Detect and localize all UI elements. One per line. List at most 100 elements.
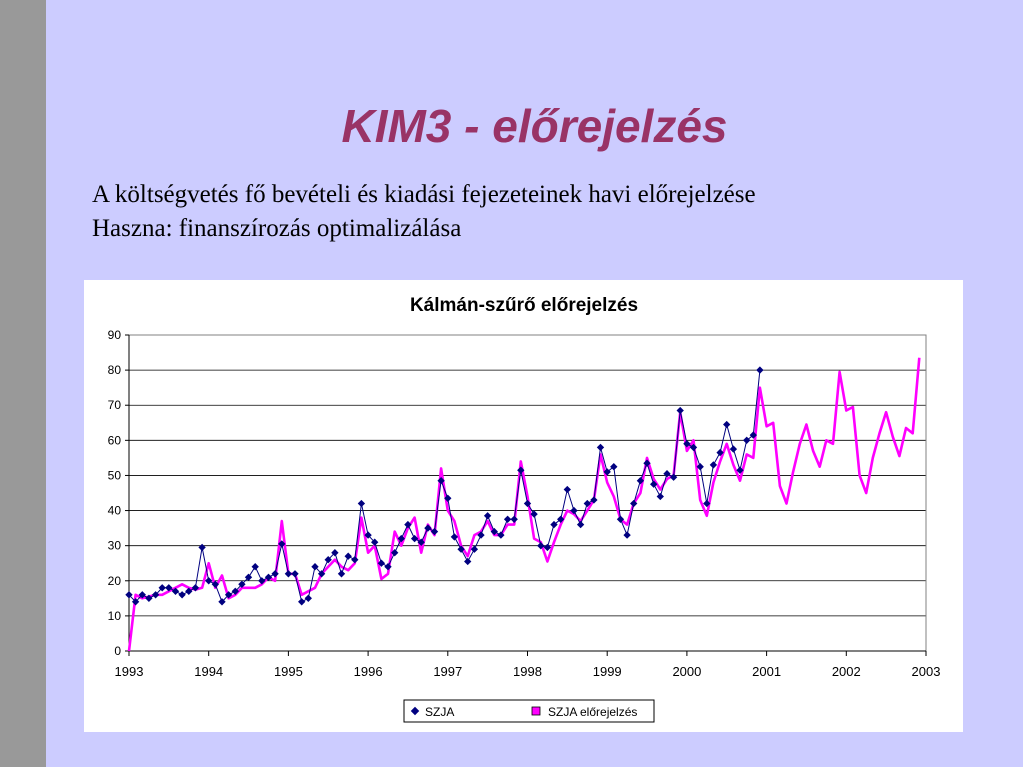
szja-point (191, 584, 200, 592)
szja-point (251, 563, 259, 571)
szja-point (404, 520, 412, 529)
szja-point (723, 420, 731, 429)
chart-container: Kálmán-szűrő előrejelzés 0 10 20 30 40 50 60 70… (84, 280, 963, 732)
szja-point (563, 485, 571, 494)
szja-point (623, 531, 631, 539)
x-tick-label: 1995 (274, 664, 303, 679)
szja-point (457, 545, 465, 553)
szja-point (238, 580, 246, 588)
szja-point (391, 549, 399, 557)
left-sidebar-bar (0, 0, 46, 767)
szja-point (364, 531, 372, 539)
y-tick-label: 80 (108, 363, 122, 377)
szja-point (477, 531, 485, 539)
szja-point (490, 527, 498, 536)
body-text-line-1: A költségvetés fő bevételi és kiadási fe… (92, 181, 756, 208)
x-tick-label: 1994 (194, 664, 223, 679)
x-tick-label: 2002 (832, 664, 861, 679)
szja-point (377, 559, 386, 567)
szja-point (749, 431, 757, 439)
szja-point (138, 591, 146, 599)
y-tick-label: 20 (108, 574, 122, 588)
y-tick-label: 60 (108, 433, 122, 447)
x-tick-label: 1993 (115, 664, 144, 679)
szja-point (298, 598, 306, 606)
szja-point (630, 499, 638, 508)
szja-point (676, 406, 684, 415)
legend-szja-marker (410, 706, 420, 716)
szja-point (384, 563, 392, 571)
szja-point (198, 543, 206, 552)
x-tick-label: 2000 (672, 664, 701, 679)
x-tick-label: 2001 (752, 664, 781, 679)
szja-point (716, 448, 724, 457)
legend-forecast-label: SZJA előrejelzés (548, 705, 637, 719)
szja-point (158, 584, 166, 592)
szja-point (271, 570, 279, 578)
x-tick-label: 1998 (513, 664, 542, 679)
chart-title: Kálmán-szűrő előrejelzés (410, 295, 638, 316)
x-tick-label: 2003 (912, 664, 941, 679)
szja-point (304, 594, 312, 602)
szja-point (530, 510, 538, 518)
szja-point (583, 499, 591, 508)
y-tick-label: 10 (108, 609, 122, 623)
legend-box (403, 699, 655, 723)
szja-point (543, 543, 552, 552)
szja-point (603, 468, 611, 476)
szja-point (357, 499, 366, 508)
szja-point (616, 515, 625, 523)
x-tick-label: 1997 (433, 664, 462, 679)
szja-point (483, 512, 492, 520)
szja-point (178, 591, 186, 599)
szja-point (590, 496, 598, 504)
szja-point (689, 443, 698, 452)
legend-szja-label: SZJA (425, 705, 454, 719)
szja-point (669, 473, 678, 481)
szja-point (464, 557, 472, 566)
x-tick-label: 1996 (354, 664, 383, 679)
szja-point (656, 492, 664, 501)
szja-point (596, 443, 605, 452)
kalman-chart: Kálmán-szűrő előrejelzés 0 10 20 30 40 50 60 70… (108, 295, 941, 723)
szja-point (337, 570, 346, 578)
szja-point (311, 563, 319, 571)
szja-point (284, 570, 293, 578)
szja-point (344, 552, 352, 560)
szja-point (125, 591, 133, 599)
szja-point (503, 515, 512, 523)
slide-title: KIM3 - előrejelzés (341, 100, 728, 152)
y-tick-label: 30 (108, 539, 122, 553)
szja-point (510, 515, 518, 523)
y-tick-label: 70 (108, 398, 122, 412)
x-tick-label: 1999 (593, 664, 622, 679)
szja-point (291, 570, 299, 578)
szja-point (636, 477, 645, 485)
szja-point (397, 534, 405, 543)
szja-point (430, 527, 439, 536)
szja-point (450, 533, 459, 541)
szja-point (650, 480, 658, 488)
y-tick-label: 40 (108, 504, 122, 518)
szja-point (424, 524, 432, 532)
szja-point (417, 538, 425, 546)
y-tick-label: 50 (108, 468, 122, 482)
y-tick-label: 0 (114, 644, 121, 658)
szja-point (351, 556, 359, 564)
szja-point (205, 577, 213, 585)
y-tick-label: 90 (108, 328, 122, 342)
szja-point (729, 445, 738, 453)
szja-point (470, 545, 479, 553)
szja-point (410, 534, 419, 543)
szja-point (371, 538, 379, 546)
szja-point (576, 520, 585, 529)
szja-point (497, 531, 505, 539)
szja-point (171, 587, 180, 595)
body-text-line-2: Haszna: finanszírozás optimalizálása (92, 215, 462, 242)
szja-point (709, 461, 718, 469)
szja-point (703, 499, 711, 508)
chart-legend: SZJA SZJA előrejelzés (403, 699, 655, 723)
szja-point (537, 542, 545, 550)
series-line-szja-forecast (127, 357, 921, 652)
szja-point (696, 463, 704, 471)
